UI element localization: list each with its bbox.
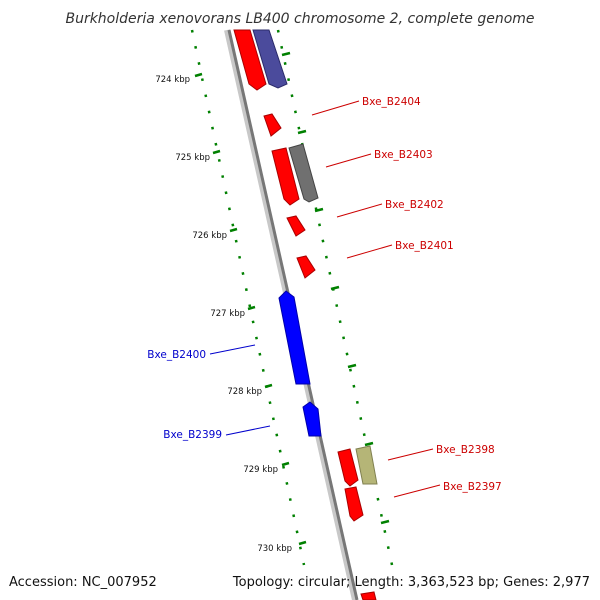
connector-b2404 xyxy=(311,100,360,116)
gene-bxe-b2402[interactable] xyxy=(286,215,306,237)
outer-ticks xyxy=(281,51,390,525)
genome-summary-text: Topology: circular; Length: 3,363,523 bp… xyxy=(232,575,590,590)
gene-bxe-b2399[interactable] xyxy=(302,401,322,437)
connector-b2398 xyxy=(387,448,434,461)
gene-bxe-b2404[interactable] xyxy=(263,113,282,137)
gene-block-bottom-red[interactable] xyxy=(360,591,377,600)
gene-label-b2403[interactable]: Bxe_B2403 xyxy=(374,149,433,161)
map-title: Burkholderia xenovorans LB400 chromosome… xyxy=(65,11,534,27)
gene-label-b2397[interactable]: Bxe_B2397 xyxy=(443,481,502,493)
tick-mark-729 xyxy=(281,461,290,467)
tick-label-727: 727 kbp xyxy=(210,309,245,319)
outer-dotted-ring xyxy=(276,29,394,566)
tick-mark-724 xyxy=(194,72,203,78)
connector-b2399 xyxy=(225,425,271,436)
gene-label-b2402[interactable]: Bxe_B2402 xyxy=(385,199,444,211)
gene-bxe-b2401[interactable] xyxy=(296,255,316,279)
olive-feature-b2398[interactable] xyxy=(355,445,378,485)
accession-text: Accession: NC_007952 xyxy=(9,575,157,590)
tick-label-726: 726 kbp xyxy=(192,231,227,241)
gene-label-b2400[interactable]: Bxe_B2400 xyxy=(147,349,206,361)
tick-label-729: 729 kbp xyxy=(243,465,278,475)
tick-mark-728 xyxy=(264,383,273,389)
gene-features xyxy=(233,29,378,600)
gene-block-top-purple[interactable] xyxy=(252,29,288,89)
gene-bxe-b2398[interactable] xyxy=(337,448,359,487)
connector-b2403 xyxy=(325,153,372,168)
gene-label-b2401[interactable]: Bxe_B2401 xyxy=(395,240,454,252)
gray-feature-b2403[interactable] xyxy=(288,143,319,203)
tick-mark-727 xyxy=(247,305,256,311)
gene-bxe-b2400[interactable] xyxy=(278,290,311,385)
connector-b2400 xyxy=(209,344,256,355)
tick-mark-730 xyxy=(298,540,307,546)
connector-b2401 xyxy=(346,244,393,259)
connector-b2397 xyxy=(393,484,441,498)
gene-bxe-b2403[interactable] xyxy=(271,147,300,206)
gene-label-b2398[interactable]: Bxe_B2398 xyxy=(436,444,495,456)
gene-block-top-red[interactable] xyxy=(233,29,267,91)
tick-label-724: 724 kbp xyxy=(155,75,190,85)
tick-label-728: 728 kbp xyxy=(227,387,262,397)
tick-label-730: 730 kbp xyxy=(257,544,292,554)
gene-label-b2399[interactable]: Bxe_B2399 xyxy=(163,429,222,441)
label-connectors xyxy=(209,100,441,498)
tick-mark-725 xyxy=(212,149,221,155)
tick-group: 724 kbp 725 kbp 726 kbp 727 kbp 728 kbp … xyxy=(155,72,307,554)
connector-b2402 xyxy=(336,203,383,218)
tick-label-725: 725 kbp xyxy=(175,153,210,163)
gene-bxe-b2397[interactable] xyxy=(344,486,364,522)
gene-labels: Bxe_B2404 Bxe_B2403 Bxe_B2402 Bxe_B2401 … xyxy=(147,96,501,493)
gene-label-b2404[interactable]: Bxe_B2404 xyxy=(362,96,421,108)
tick-mark-726 xyxy=(229,227,238,233)
